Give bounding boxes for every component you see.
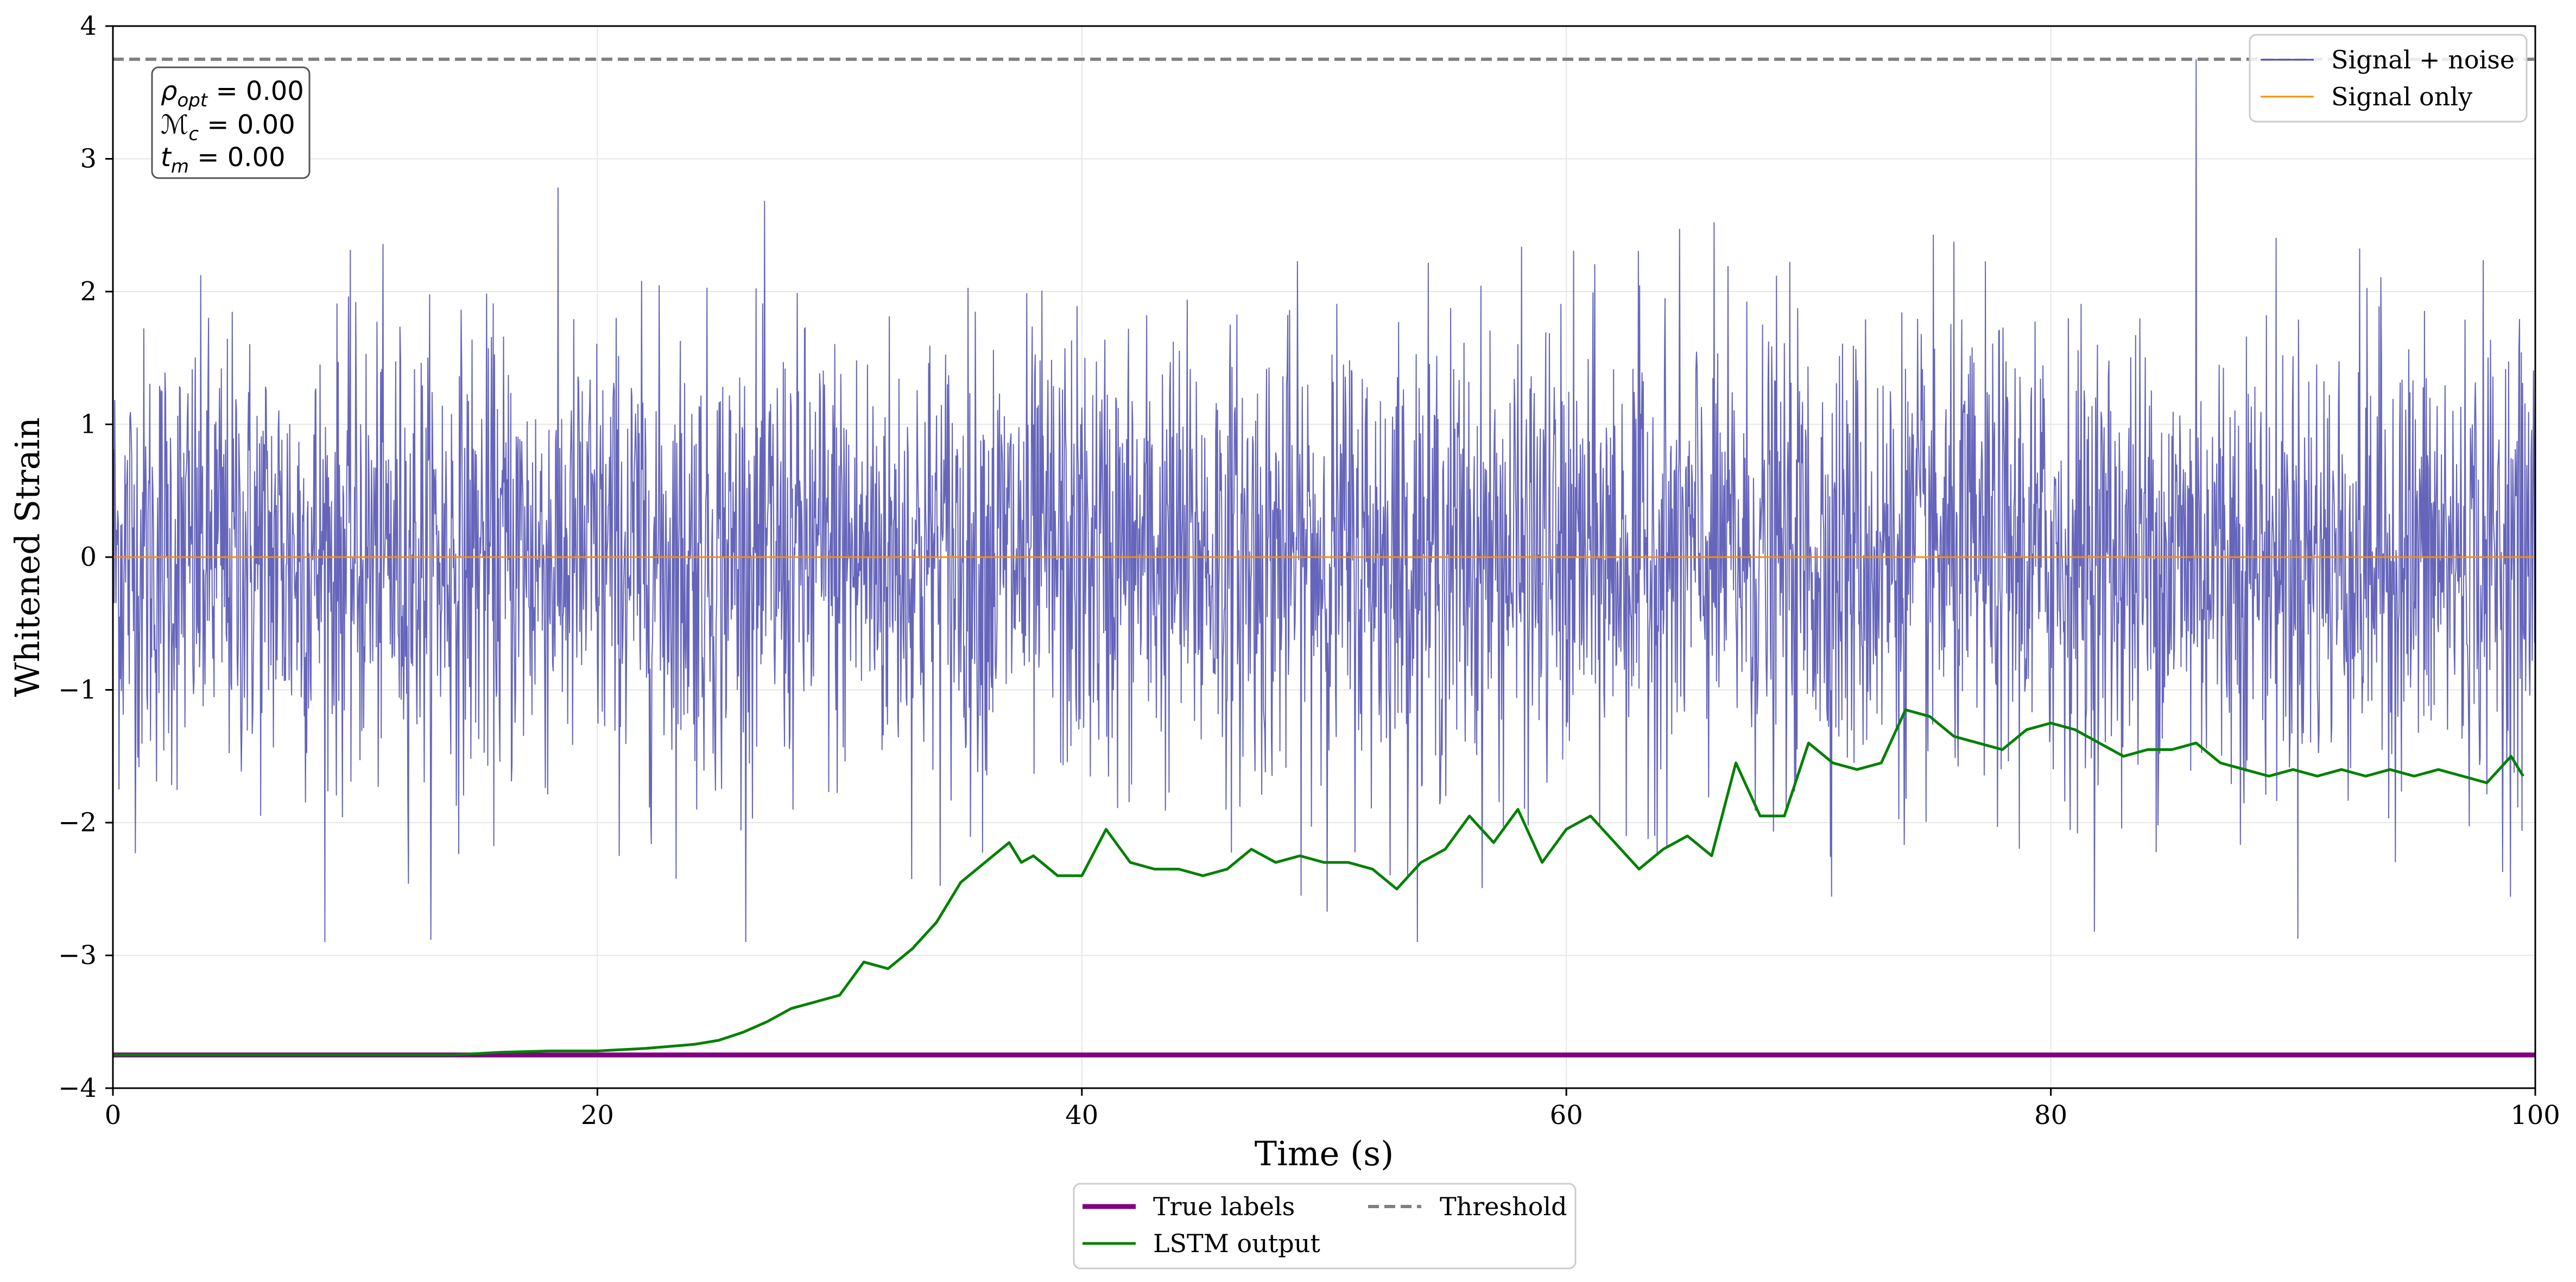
annotation-mc-value: = 0.00 bbox=[199, 110, 295, 140]
annotation-rho-value: = 0.00 bbox=[207, 76, 304, 106]
x-tick-label: 20 bbox=[581, 1100, 614, 1131]
series-lstm-output-line bbox=[113, 708, 2524, 1057]
annotation-mc-sub: c bbox=[188, 123, 199, 145]
x-tick-label: 40 bbox=[1065, 1100, 1098, 1131]
x-tick-label: 0 bbox=[105, 1100, 122, 1131]
legend-label-signal-only: Signal only bbox=[2331, 82, 2472, 111]
y-tick-label: −1 bbox=[58, 675, 97, 705]
annotation-tm-sub: m bbox=[171, 156, 189, 178]
legend-label-true-labels: True labels bbox=[1153, 1192, 1295, 1221]
y-tick-label: 4 bbox=[80, 11, 97, 41]
y-tick-label: 3 bbox=[80, 144, 97, 174]
svg-text:tm = 0.00: tm = 0.00 bbox=[161, 142, 286, 178]
series-signal-noise-line bbox=[112, 59, 2536, 943]
legend-label-signal-noise: Signal + noise bbox=[2331, 45, 2515, 74]
y-tick-label: 2 bbox=[80, 276, 97, 307]
svg-text:ℳc = 0.00: ℳc = 0.00 bbox=[161, 110, 295, 145]
x-axis-label: Time (s) bbox=[1255, 1134, 1394, 1173]
annotation-rho-sub: opt bbox=[177, 90, 208, 111]
y-tick-label: 1 bbox=[80, 409, 97, 440]
x-tick-label: 80 bbox=[2034, 1100, 2067, 1131]
x-tick-label: 60 bbox=[1550, 1100, 1583, 1131]
y-tick-label: 0 bbox=[80, 542, 97, 572]
annotation-tm-symbol: t bbox=[161, 142, 172, 173]
y-tick-label: −3 bbox=[58, 940, 97, 971]
annotation-tm-value: = 0.00 bbox=[189, 142, 286, 173]
annotation-mc-symbol: ℳ bbox=[161, 110, 188, 140]
y-tick-label: −4 bbox=[58, 1073, 97, 1103]
annotation-box: ρopt = 0.00 ℳc = 0.00 tm = 0.00 bbox=[151, 66, 311, 179]
y-axis-label: Whitened Strain bbox=[8, 418, 47, 697]
axis-ticks: 0 20 40 60 80 100 −4 −3 −2 −1 0 1 2 3 4 bbox=[58, 11, 2560, 1131]
y-tick-label: −2 bbox=[58, 807, 97, 838]
legend-bottom: True labels LSTM output Threshold bbox=[1073, 1183, 1577, 1270]
legend-label-lstm-output: LSTM output bbox=[1153, 1229, 1320, 1258]
legend-label-threshold: Threshold bbox=[1440, 1192, 1567, 1221]
legend-top-right: Signal + noise Signal only bbox=[2249, 34, 2528, 123]
series-layer bbox=[112, 58, 2536, 1058]
x-tick-label: 100 bbox=[2510, 1100, 2560, 1131]
annotation-rho-symbol: ρ bbox=[161, 76, 177, 106]
svg-text:ρopt = 0.00: ρopt = 0.00 bbox=[161, 76, 304, 111]
